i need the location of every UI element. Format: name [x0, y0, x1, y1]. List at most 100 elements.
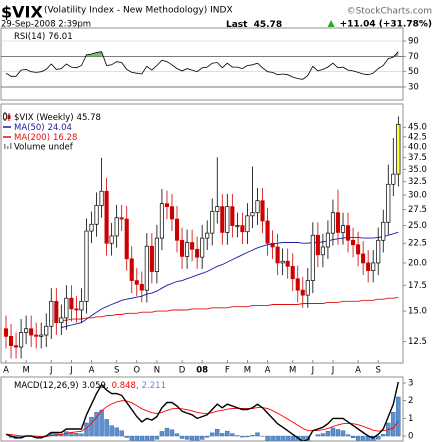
candle-body	[361, 253, 366, 264]
weekly-icon	[3, 112, 11, 121]
candle-body	[14, 345, 19, 348]
histogram-bar	[139, 435, 145, 441]
legend-name: MA(50)	[14, 123, 45, 133]
candle-body	[129, 258, 134, 281]
candle-body	[250, 212, 255, 217]
candle-body	[84, 230, 89, 302]
candle-body	[295, 278, 300, 291]
candle-body	[109, 235, 114, 244]
histogram-bar	[199, 435, 205, 440]
legend-name: MA(200)	[14, 133, 50, 143]
candle-body	[29, 328, 34, 336]
histogram-bar	[174, 433, 180, 437]
candle-body	[265, 220, 270, 244]
x-tick-label: J	[69, 366, 73, 376]
candle-body	[335, 212, 341, 233]
panel-title: RSI(14)	[14, 32, 45, 42]
histogram-bar	[159, 431, 165, 437]
candle-body	[180, 239, 185, 257]
y-tick-label: 27.5	[408, 205, 427, 215]
candle-body	[320, 246, 325, 256]
histogram-bar	[235, 435, 240, 437]
moving-average	[61, 231, 399, 328]
y-tick-label: 15.0	[408, 307, 427, 317]
x-tick-label: A	[355, 366, 361, 376]
histogram-bar	[194, 435, 200, 441]
candle-body	[275, 246, 280, 264]
candle-body	[205, 232, 210, 239]
candle-body	[114, 217, 119, 237]
candle-body	[34, 334, 39, 337]
panel-frame	[0, 27, 404, 101]
y-tick-label: 0	[408, 432, 413, 442]
x-tick-label: J	[49, 366, 53, 376]
histogram-bar	[300, 435, 305, 441]
candle-body	[59, 317, 64, 323]
histogram-bar	[265, 435, 270, 441]
histogram-bar	[381, 434, 386, 437]
last-value: 45.78	[254, 20, 282, 30]
moving-average	[61, 296, 399, 321]
up-arrow	[327, 20, 335, 27]
candle-body	[185, 242, 190, 257]
candle-body	[74, 308, 79, 311]
histogram-bar	[119, 430, 124, 437]
histogram-bar	[94, 412, 99, 437]
candle-body	[119, 217, 124, 220]
histogram-bar	[189, 435, 195, 441]
histogram-bar	[355, 435, 361, 441]
histogram-bar	[154, 435, 160, 440]
candle-body	[345, 225, 351, 241]
candle-body	[245, 215, 250, 233]
candle-body	[305, 280, 310, 296]
x-tick-label: M	[244, 366, 251, 376]
y-tick-label: 45.0	[408, 123, 427, 133]
x-tick-label: J	[331, 366, 335, 376]
candle-body	[366, 262, 371, 272]
macd-line	[5, 381, 399, 441]
histogram-bar	[360, 435, 366, 441]
candle-body	[280, 260, 285, 264]
y-tick-label: 30	[408, 82, 419, 92]
candle-body	[89, 223, 94, 232]
candle-body	[139, 283, 144, 291]
histogram-bar	[250, 435, 255, 437]
x-tick-label: F	[225, 366, 230, 376]
legend-volume: Volume undef	[14, 143, 74, 153]
candle-body	[391, 173, 396, 185]
candle-body	[104, 190, 109, 244]
panel-title: MACD(12,26,9)	[14, 381, 79, 391]
y-tick-label: 22.5	[408, 239, 427, 249]
x-tick-label: S	[376, 366, 381, 376]
histogram-bar	[270, 435, 275, 441]
y-tick-label: 32.5	[408, 177, 427, 187]
source: ©StockCharts.com	[347, 7, 432, 17]
histogram-bar	[335, 429, 341, 437]
candle-body	[386, 183, 391, 223]
legend-value: 16.28	[53, 133, 77, 143]
panel-value: 76.01	[48, 32, 72, 42]
candle-body	[49, 300, 54, 327]
x-tick-label: M	[289, 366, 296, 376]
y-tick-label: 17.5	[408, 281, 427, 291]
panel-value: 0.848,	[112, 381, 139, 391]
candle-body	[164, 203, 170, 207]
histogram-bar	[99, 409, 104, 437]
y-tick-label: 2	[408, 396, 413, 406]
candle-body	[149, 245, 154, 272]
candle-body	[190, 242, 195, 250]
candle-body	[195, 248, 200, 258]
y-tick-label: 90	[408, 37, 419, 47]
panel-label: MACD(12,26,9) 3.059, 0.848, 2.211	[14, 381, 166, 391]
y-tick-label: 37.5	[408, 153, 427, 163]
icon-body	[7, 115, 11, 119]
x-tick-label: A	[3, 366, 9, 376]
x-tick-label: A	[89, 366, 95, 376]
candle-body	[356, 244, 361, 255]
histogram-bar	[275, 435, 280, 441]
histogram-bar	[290, 435, 295, 441]
histogram-bar	[320, 433, 326, 437]
candle-body	[351, 239, 356, 246]
panel-frame	[0, 376, 404, 442]
